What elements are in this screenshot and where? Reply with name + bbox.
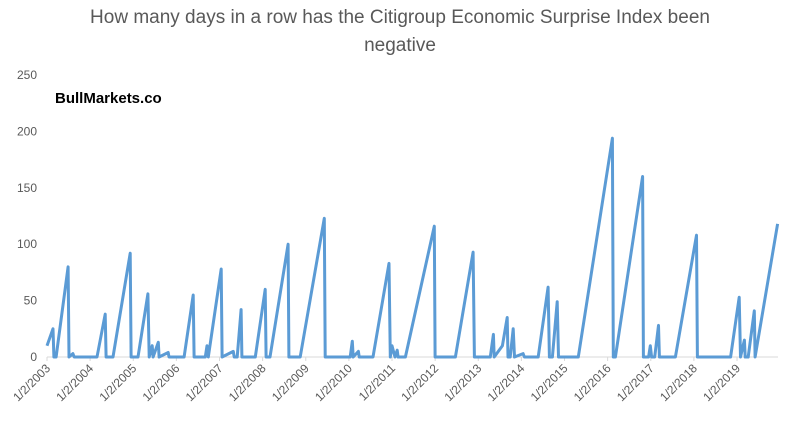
- y-tick-label: 50: [24, 294, 38, 308]
- x-tick-label: 1/2/2019: [700, 361, 743, 404]
- x-tick-label: 1/2/2010: [312, 361, 355, 404]
- watermark: BullMarkets.co: [55, 90, 162, 107]
- y-tick-label: 250: [17, 68, 37, 82]
- y-tick-label: 0: [30, 350, 37, 364]
- x-tick-label: 1/2/2007: [183, 361, 226, 404]
- x-tick-label: 1/2/2018: [657, 361, 700, 404]
- x-tick-label: 1/2/2008: [226, 361, 269, 404]
- x-tick-label: 1/2/2003: [10, 361, 53, 404]
- x-tick-label: 1/2/2005: [96, 361, 139, 404]
- x-tick-label: 1/2/2009: [269, 361, 312, 404]
- x-tick-label: 1/2/2004: [53, 361, 96, 404]
- x-tick-label: 1/2/2015: [528, 361, 571, 404]
- y-tick-label: 200: [17, 124, 37, 138]
- y-tick-label: 100: [17, 237, 37, 251]
- chart-title: How many days in a row has the Citigroup…: [90, 7, 710, 56]
- x-tick-label: 1/2/2011: [356, 361, 399, 404]
- x-tick-label: 1/2/2006: [140, 361, 183, 404]
- x-tick-label: 1/2/2012: [398, 361, 441, 404]
- x-tick-label: 1/2/2016: [571, 361, 614, 404]
- y-tick-label: 150: [17, 181, 37, 195]
- x-tick-label: 1/2/2017: [614, 361, 657, 404]
- x-tick-label: 1/2/2014: [485, 361, 528, 404]
- data-line: [45, 136, 780, 359]
- x-tick-label: 1/2/2013: [441, 361, 484, 404]
